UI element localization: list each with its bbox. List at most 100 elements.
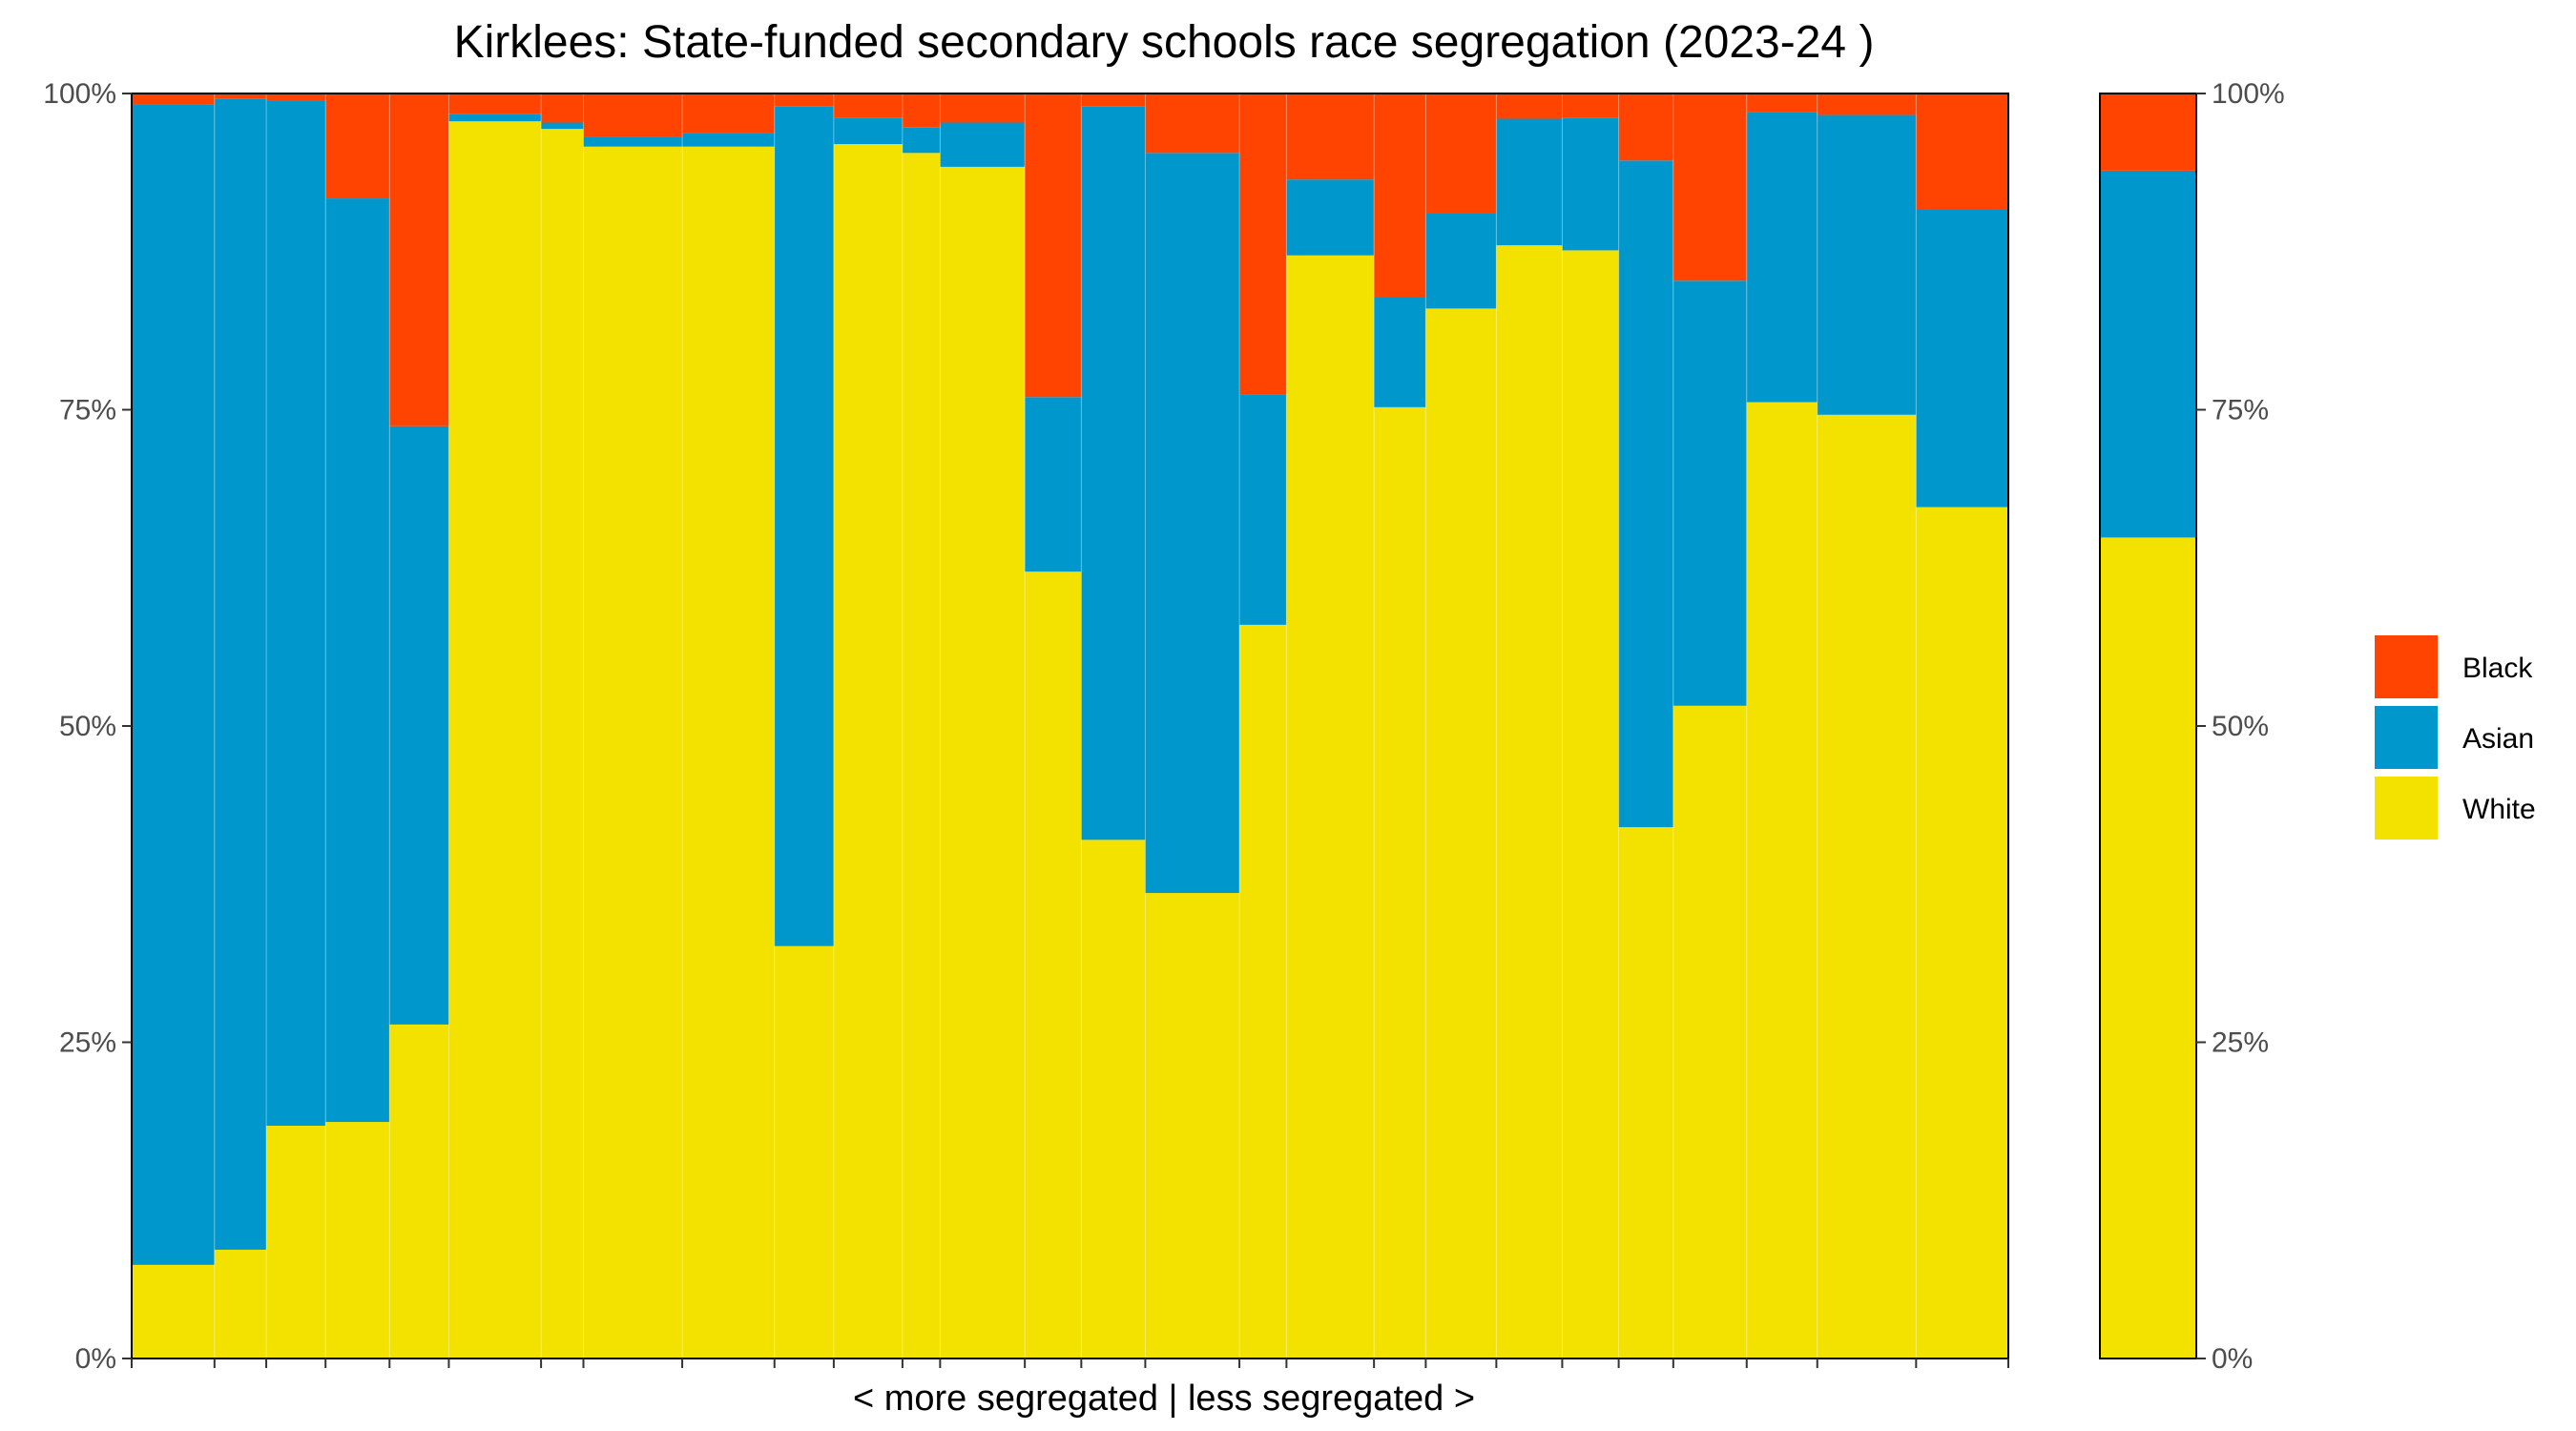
bar-segment-white	[132, 1264, 215, 1358]
school-bar-9	[682, 93, 775, 1358]
school-bar-14	[1025, 93, 1082, 1358]
bar-segment-black	[1618, 93, 1673, 161]
bar-segment-white	[266, 1126, 326, 1358]
bar-segment-black	[940, 93, 1026, 123]
bar-segment-white	[1496, 245, 1563, 1358]
bar-segment-asian	[774, 106, 834, 946]
bar-segment-black	[1672, 93, 1747, 281]
bar-segment-black	[1916, 93, 2008, 210]
bar-segment-asian	[266, 100, 326, 1127]
bar-segment-asian	[583, 136, 683, 147]
x-axis-label: < more segregated | less segregated >	[853, 1379, 1475, 1419]
bar-segment-white	[1374, 406, 1426, 1358]
bar-segment-black	[1425, 93, 1497, 214]
y-tick-label-right: 50%	[2212, 711, 2269, 742]
bar-segment-black	[1145, 93, 1240, 154]
school-bar-22	[1562, 93, 1619, 1358]
y-tick-label-left: 50%	[59, 711, 116, 742]
bar-segment-asian	[1672, 280, 1747, 706]
bar-segment-white	[1239, 624, 1287, 1358]
bar-segment-asian	[1286, 179, 1375, 256]
school-bar-1	[132, 93, 215, 1358]
legend-swatch-black	[2375, 635, 2438, 698]
school-bar-2	[214, 93, 267, 1358]
bar-segment-asian	[1239, 394, 1287, 625]
bar-segment-black	[682, 93, 775, 134]
y-tick-label-left: 100%	[43, 78, 116, 110]
bar-segment-asian	[682, 133, 775, 147]
school-bar-27	[1916, 93, 2008, 1358]
bar-segment-asian	[833, 117, 903, 145]
y-tick-label-right: 75%	[2212, 395, 2269, 426]
bar-segment-white	[774, 945, 834, 1358]
bar-segment-asian	[1025, 397, 1082, 572]
bar-segment-black	[1239, 93, 1287, 395]
school-bar-7	[541, 93, 584, 1358]
bar-segment-asian	[132, 104, 215, 1265]
bar-segment-black	[902, 93, 941, 128]
bar-segment-white	[1916, 507, 2008, 1358]
bar-segment-asian	[1145, 153, 1240, 894]
bar-segment-white	[682, 146, 775, 1358]
y-tick-label-left: 0%	[75, 1343, 116, 1375]
overall-segment-black	[2100, 93, 2196, 171]
bar-segment-white	[1672, 705, 1747, 1358]
bar-segment-white	[1025, 571, 1082, 1358]
bar-segment-asian	[1081, 106, 1146, 840]
bar-segment-white	[1425, 308, 1497, 1358]
bar-segment-black	[833, 93, 903, 118]
axis-ticks: 0% 0% 25% 25% 50% 50% 75% 75% 100% 100%	[43, 78, 2284, 1375]
bar-segment-white	[1618, 827, 1673, 1358]
bar-segment-asian	[940, 122, 1026, 167]
bar-segment-black	[1025, 93, 1082, 398]
school-bar-20	[1425, 93, 1497, 1358]
bar-segment-white	[1562, 250, 1619, 1358]
bar-segment-black	[448, 93, 542, 114]
legend-swatch-asian	[2375, 706, 2438, 769]
school-bar-13	[940, 93, 1026, 1359]
bar-segment-white	[1817, 414, 1917, 1359]
bar-segment-black	[389, 93, 449, 426]
y-tick-label-right: 0%	[2212, 1343, 2253, 1375]
school-bar-5	[389, 93, 449, 1358]
bar-segment-black	[325, 93, 390, 199]
bar-segment-white	[583, 146, 683, 1358]
bar-segment-black	[132, 93, 215, 105]
legend-swatch-white	[2375, 777, 2438, 840]
bar-segment-white	[902, 153, 941, 1358]
school-bar-26	[1817, 93, 1917, 1359]
bar-segment-black	[266, 93, 326, 101]
school-bar-23	[1618, 93, 1673, 1358]
legend-label-white: White	[2462, 794, 2536, 825]
school-bar-21	[1496, 93, 1563, 1358]
overall-bar	[2100, 93, 2196, 1358]
bar-segment-asian	[1618, 160, 1673, 828]
bar-segment-black	[1562, 93, 1619, 118]
bar-segment-black	[1286, 93, 1375, 180]
school-bar-11	[833, 93, 903, 1358]
y-tick-label-right: 25%	[2212, 1027, 2269, 1059]
legend: Black Asian White	[2375, 635, 2536, 840]
school-bar-8	[583, 93, 683, 1358]
y-tick-label-left: 75%	[59, 395, 116, 426]
bar-segment-asian	[1916, 209, 2008, 508]
school-bar-25	[1746, 93, 1818, 1358]
bar-segment-black	[541, 93, 584, 123]
bar-segment-black	[1496, 93, 1563, 119]
school-bar-15	[1081, 93, 1146, 1358]
overall-segment-asian	[2100, 170, 2196, 538]
bar-segment-asian	[1374, 297, 1426, 407]
bar-segment-asian	[214, 98, 267, 1250]
bar-segment-white	[541, 129, 584, 1358]
bar-segment-black	[214, 93, 267, 99]
bar-segment-black	[1374, 93, 1426, 298]
bar-segment-asian	[541, 122, 584, 130]
school-bar-3	[266, 93, 326, 1358]
bar-segment-asian	[1817, 114, 1917, 415]
bar-segment-asian	[1562, 117, 1619, 251]
legend-label-asian: Asian	[2462, 723, 2534, 755]
bar-segment-black	[583, 93, 683, 137]
bar-segment-asian	[1496, 118, 1563, 246]
bar-segment-asian	[1425, 213, 1497, 309]
bar-segment-white	[214, 1249, 267, 1358]
